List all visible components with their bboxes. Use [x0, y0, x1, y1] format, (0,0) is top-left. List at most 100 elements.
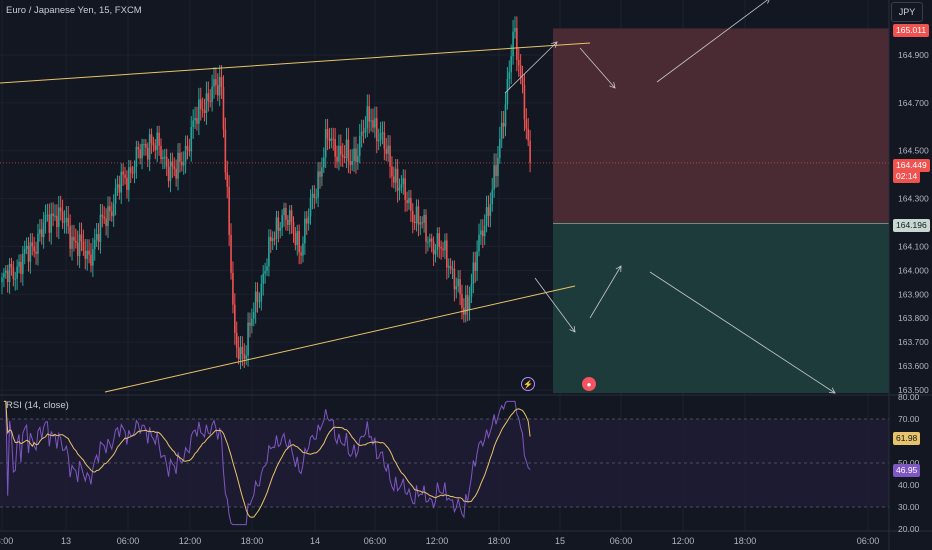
candle: [287, 215, 289, 231]
candle: [245, 345, 247, 365]
candle: [502, 110, 505, 139]
upper-trendline: [0, 42, 591, 84]
candle: [199, 87, 202, 121]
candle: [18, 254, 20, 274]
candle-body: [237, 347, 240, 360]
candle: [179, 143, 181, 173]
candle-body: [148, 134, 151, 160]
rsi-tick-label: 20.00: [898, 524, 920, 534]
candle: [201, 97, 204, 118]
candle: [315, 188, 318, 204]
candle-body: [427, 241, 429, 243]
candle-body: [525, 119, 528, 129]
candle-body: [372, 120, 374, 128]
target-zone: [553, 223, 889, 393]
time-tick-label: 06:00: [117, 536, 140, 546]
candle-body: [86, 250, 88, 259]
time-tick-label: 06:00: [857, 536, 880, 546]
candle: [516, 16, 518, 72]
candle: [239, 336, 242, 370]
drawings[interactable]: [0, 0, 889, 394]
candle-body: [425, 214, 427, 242]
candle: [273, 231, 276, 246]
lightning-icon[interactable]: ⚡: [521, 377, 535, 391]
candle-body: [196, 118, 198, 124]
candle-body: [353, 148, 355, 161]
candle: [29, 233, 32, 274]
candle-body: [521, 77, 524, 85]
candle: [99, 203, 102, 254]
candle: [209, 89, 212, 108]
candle-body: [504, 104, 507, 127]
candle-body: [381, 132, 384, 134]
candle-body: [444, 240, 446, 251]
time-tick-label: 18:00: [241, 536, 264, 546]
candle: [188, 138, 191, 157]
candle-body: [264, 271, 266, 274]
candle-body: [508, 72, 511, 79]
candle: [355, 136, 357, 174]
candle-body: [199, 99, 202, 110]
candle: [275, 210, 278, 251]
candle: [321, 157, 323, 187]
currency-button[interactable]: JPY: [891, 2, 923, 22]
candle: [285, 202, 287, 231]
candle: [410, 190, 412, 223]
candle-body: [368, 106, 371, 122]
price-tick-label: 164.300: [898, 194, 929, 204]
candle-body: [114, 187, 117, 204]
candle-body: [156, 132, 159, 151]
candle-body: [116, 184, 119, 188]
candle: [298, 224, 300, 265]
candle: [207, 81, 210, 112]
price-tick-label: 164.900: [898, 50, 929, 60]
candle-body: [171, 161, 174, 167]
candle-body: [63, 222, 66, 224]
candle: [63, 210, 66, 234]
candle: [455, 277, 458, 299]
candle: [78, 222, 81, 269]
candle: [430, 233, 433, 253]
price-tick-label: 163.500: [898, 385, 929, 395]
candle: [107, 196, 109, 238]
candle-body: [59, 207, 62, 212]
candle-body: [22, 253, 24, 274]
candle: [20, 254, 22, 283]
candle: [215, 67, 217, 95]
candle: [529, 130, 531, 173]
candle: [476, 240, 478, 281]
candle-body: [497, 157, 499, 177]
candle: [198, 87, 200, 136]
candle-body: [27, 245, 30, 262]
candle: [23, 240, 26, 265]
candle-body: [3, 273, 5, 278]
candle-body: [406, 200, 408, 203]
candle: [466, 285, 469, 322]
projection-arrow: [579, 47, 616, 89]
candle-body: [188, 149, 191, 152]
candle-body: [150, 134, 153, 143]
arrow-head: [767, 0, 770, 4]
alarm-icon[interactable]: ●: [582, 377, 596, 391]
candle-body: [341, 154, 344, 157]
candle: [379, 121, 382, 147]
candle: [22, 245, 24, 286]
candle-body: [163, 156, 166, 158]
candle-body: [451, 268, 454, 270]
candle: [453, 260, 456, 302]
candle: [427, 236, 429, 252]
candle-body: [296, 231, 299, 246]
candle-body: [207, 93, 210, 101]
candle: [495, 153, 497, 188]
candle: [519, 54, 522, 85]
candle: [167, 158, 170, 188]
candle-body: [249, 322, 251, 326]
candle: [351, 149, 353, 171]
candle-body: [283, 207, 285, 216]
candle: [152, 136, 155, 152]
candle: [59, 195, 62, 221]
candle: [374, 106, 376, 138]
candle: [247, 312, 249, 367]
candle: [447, 258, 450, 278]
